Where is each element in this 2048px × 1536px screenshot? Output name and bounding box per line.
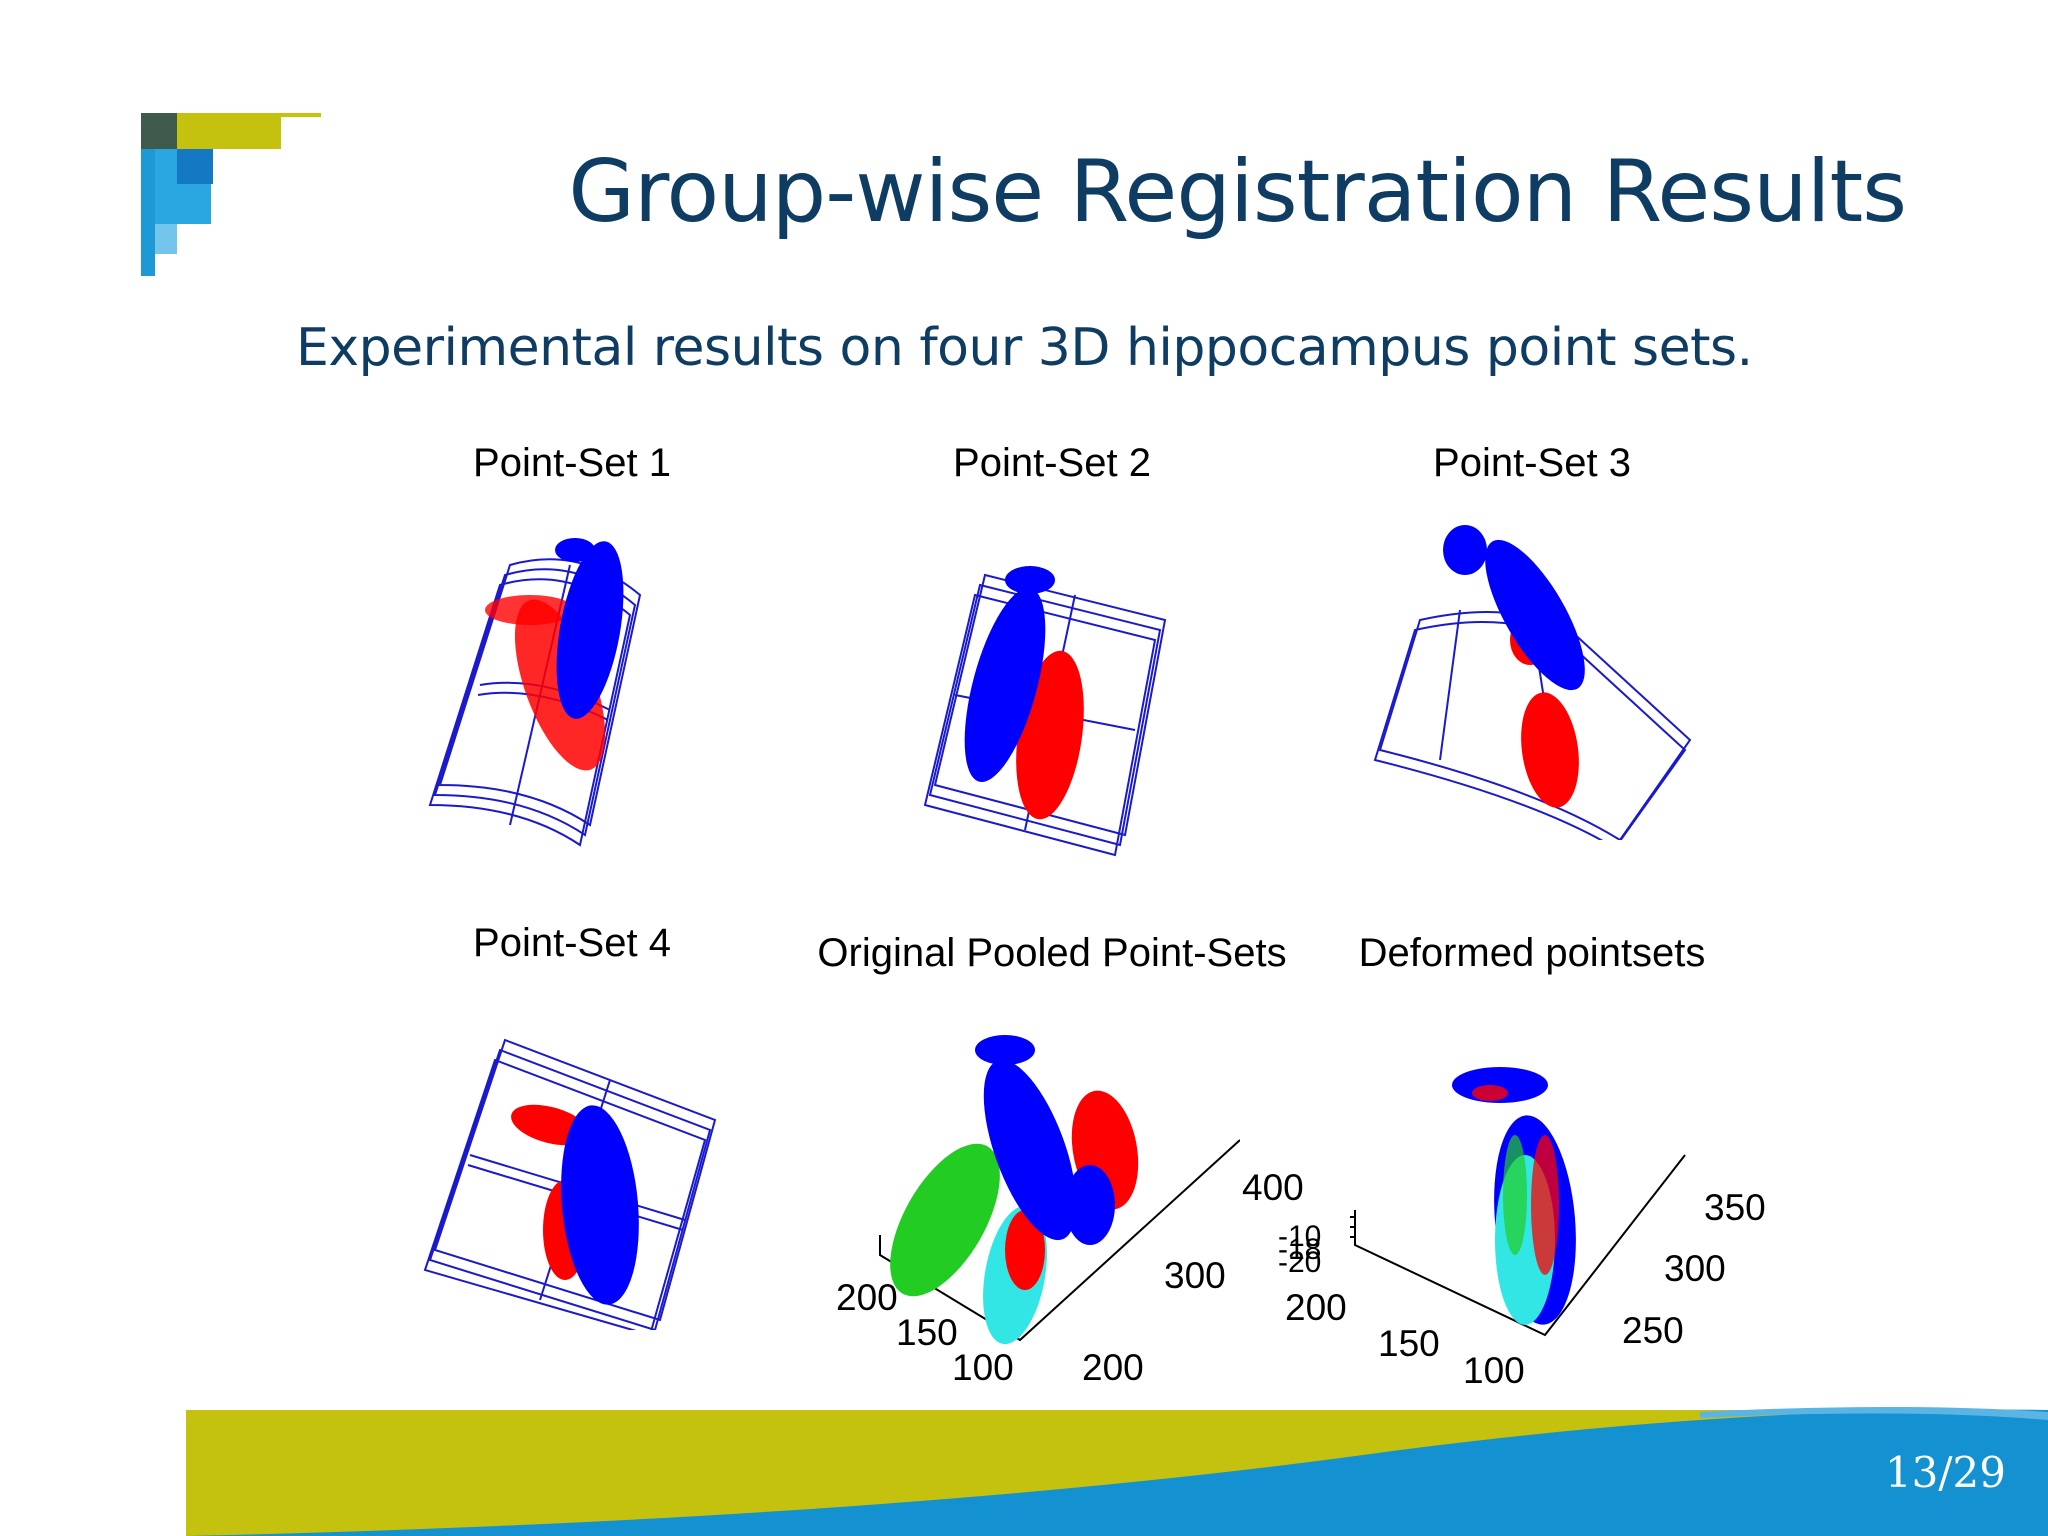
deformed-left-tick-3: 100 [1463, 1350, 1525, 1391]
deformed-point-sets-plot [1350, 1067, 1686, 1337]
point-set-3-plot [1373, 525, 1692, 840]
blue-points [1443, 525, 1585, 691]
panel-label-3: Point-Set 3 [1433, 441, 1631, 485]
footer-banner [186, 1407, 2048, 1536]
point-set-4-plot [423, 1038, 717, 1330]
university-logo [141, 113, 321, 276]
panel-label-1: Point-Set 1 [473, 441, 671, 485]
panel-label-5: Original Pooled Point-Sets [817, 931, 1287, 975]
deformed-left-tick-1: 200 [1285, 1287, 1347, 1328]
slide-title: Group-wise Registration Results [568, 142, 1907, 242]
pooled-point-sets-plot [879, 1035, 1240, 1345]
results-figure: Point-Set 1 Point-Set 2 Point-Set 3 Poin… [370, 425, 1790, 1405]
pooled-right-tick-2: 300 [1164, 1255, 1226, 1296]
point-set-1-plot [428, 538, 642, 847]
deformed-right-tick-1: 250 [1622, 1310, 1684, 1351]
deformed-left-tick-2: 150 [1378, 1323, 1440, 1364]
blue-points [964, 566, 1055, 782]
deformed-right-tick-3: 350 [1704, 1187, 1766, 1228]
blue-points [561, 1105, 639, 1305]
blue-points [555, 538, 624, 719]
deformed-z-tick-3: -20 [1278, 1246, 1322, 1279]
deformed-z-ticks: -10 -18 -20 [1278, 1222, 1322, 1279]
page-number: 13/29 [1884, 1448, 2006, 1497]
slide-subtitle: Experimental results on four 3D hippocam… [296, 318, 1753, 378]
pooled-left-tick-1: 200 [836, 1277, 898, 1318]
blue-points [975, 1035, 1115, 1245]
pooled-left-tick-3: 100 [952, 1347, 1014, 1388]
green-points [890, 1143, 1000, 1297]
panel-label-2: Point-Set 2 [953, 441, 1151, 485]
point-set-2-plot [923, 566, 1167, 857]
pooled-right-tick-3: 400 [1242, 1167, 1304, 1208]
panel-label-4: Point-Set 4 [473, 921, 671, 965]
pooled-left-tick-2: 150 [896, 1312, 958, 1353]
pooled-right-tick-1: 200 [1082, 1347, 1144, 1388]
panel-label-6: Deformed pointsets [1358, 931, 1706, 975]
deformed-points [1452, 1067, 1576, 1325]
deformed-right-tick-2: 300 [1664, 1248, 1726, 1289]
